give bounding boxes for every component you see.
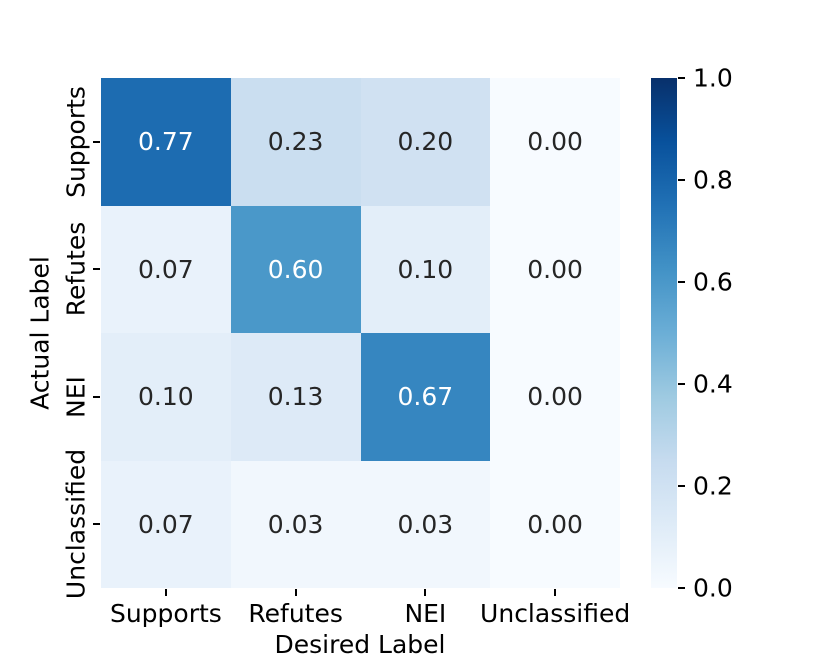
heatmap-grid: 0.77 0.23 0.20 0.00 0.07 0.60 0.10 0.00 0.10 0.13…	[101, 78, 620, 588]
colorbar-tick-mark	[678, 383, 685, 385]
x-tick-label-Unclassified: Unclassified	[480, 599, 631, 628]
x-tick-label-Refutes: Refutes	[248, 599, 343, 628]
heatmap-cell-Supports-Supports: 0.77	[101, 78, 231, 206]
y-tick-label-Refutes: Refutes	[61, 222, 91, 317]
x-tick-mark	[424, 589, 427, 596]
x-tick-mark	[554, 589, 557, 596]
heatmap-cell-Refutes-Unclassified: 0.00	[490, 205, 620, 333]
y-tick-mark	[93, 395, 100, 398]
colorbar-tick-label-0.4: 0.4	[693, 369, 733, 399]
heatmap-cell-NEI-Refutes: 0.13	[230, 333, 361, 461]
heatmap-cell-Unclassified-Unclassified: 0.00	[490, 460, 620, 588]
colorbar-tick-label-0.0: 0.0	[693, 573, 733, 603]
x-tick-label-Supports: Supports	[109, 599, 222, 628]
y-tick-mark	[93, 523, 100, 526]
x-tick-label-NEI: NEI	[404, 599, 447, 628]
y-tick-mark	[93, 140, 100, 143]
colorbar-tick-label-0.6: 0.6	[693, 267, 733, 297]
heatmap-cell-Unclassified-Refutes: 0.03	[230, 460, 361, 588]
colorbar-tick-label-1.0: 1.0	[693, 63, 733, 93]
x-tick-mark	[164, 589, 167, 596]
y-tick-label-Unclassified: Unclassified	[61, 449, 91, 600]
colorbar-tick-mark	[678, 179, 685, 181]
y-axis-title: Actual Label	[25, 256, 55, 410]
y-tick-label-Supports: Supports	[61, 85, 91, 198]
colorbar-tick-mark	[678, 587, 685, 589]
heatmap-cell-Supports-Refutes: 0.23	[230, 78, 361, 206]
colorbar-tick-label-0.2: 0.2	[693, 471, 733, 501]
colorbar-tick-mark	[678, 281, 685, 283]
heatmap-cell-Supports-Unclassified: 0.00	[490, 78, 620, 206]
x-tick-mark	[294, 589, 297, 596]
x-axis-title: Desired Label	[274, 630, 446, 659]
heatmap-cell-NEI-Supports: 0.10	[101, 333, 231, 461]
heatmap-cell-Unclassified-NEI: 0.03	[360, 460, 491, 588]
heatmap-cell-Unclassified-Supports: 0.07	[101, 460, 231, 588]
heatmap-cell-Refutes-Supports: 0.07	[101, 205, 231, 333]
heatmap-cell-Refutes-Refutes: 0.60	[230, 205, 361, 333]
colorbar-tick-mark	[678, 485, 685, 487]
heatmap-cell-NEI-Unclassified: 0.00	[490, 333, 620, 461]
y-tick-label-NEI: NEI	[61, 375, 91, 418]
heatmap-cell-Supports-NEI: 0.20	[360, 78, 491, 206]
heatmap-cell-NEI-NEI: 0.67	[360, 333, 491, 461]
y-tick-mark	[93, 268, 100, 271]
heatmap-cell-Refutes-NEI: 0.10	[360, 205, 491, 333]
colorbar-tick-mark	[678, 77, 685, 79]
colorbar-gradient	[651, 78, 677, 588]
colorbar-tick-label-0.8: 0.8	[693, 165, 733, 195]
